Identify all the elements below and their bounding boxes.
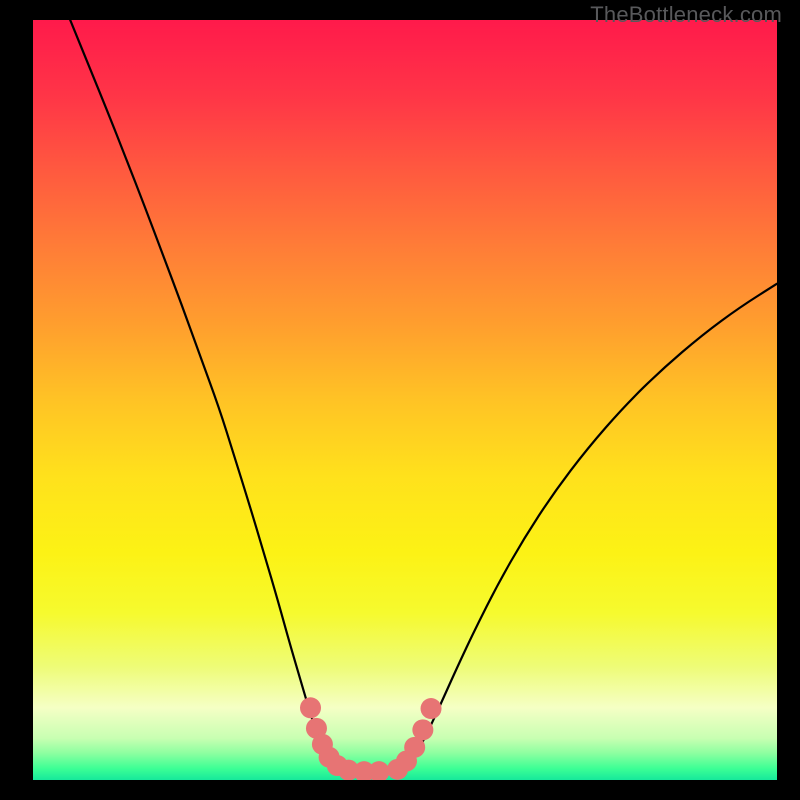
chart-svg <box>33 20 777 780</box>
marker-dot <box>412 719 433 740</box>
marker-dot <box>300 697 321 718</box>
outer-frame: TheBottleneck.com <box>0 0 800 800</box>
chart-background <box>33 20 777 780</box>
plot-area <box>33 20 777 780</box>
watermark-text: TheBottleneck.com <box>590 2 782 28</box>
marker-dot <box>421 698 442 719</box>
